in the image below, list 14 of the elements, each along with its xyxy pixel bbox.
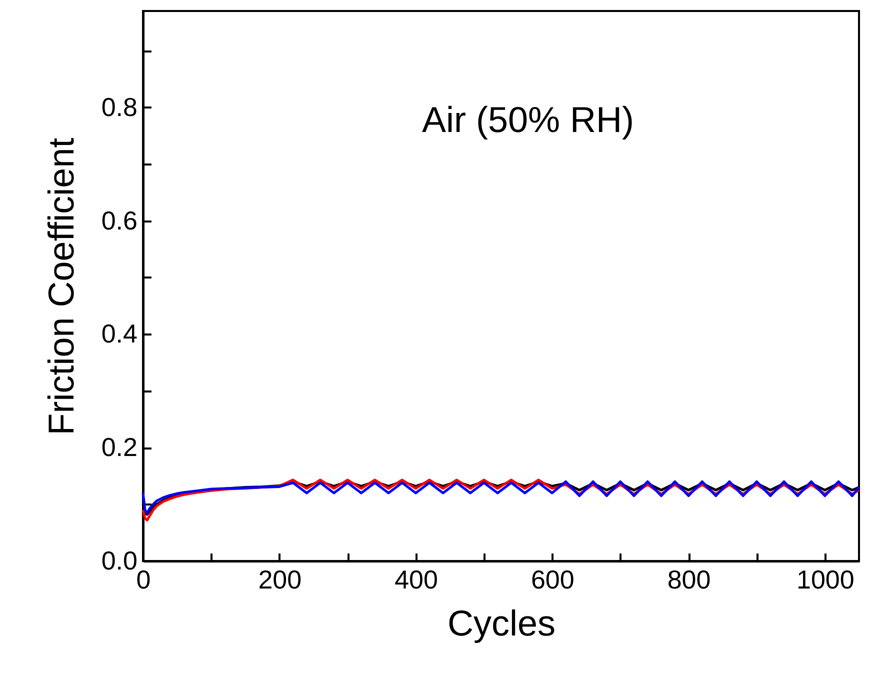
x-tick-label: 1000 (796, 564, 854, 594)
x-axis-title: Cycles (447, 602, 556, 644)
annotation: Air (50% RH) (422, 99, 634, 140)
y-tick-label: 0.4 (101, 318, 138, 349)
y-tick-label: 0.8 (101, 92, 138, 122)
x-tick-label: 400 (394, 564, 438, 594)
y-axis-title: Friction Coefficient (40, 138, 82, 436)
y-tick-label: 0.6 (101, 205, 138, 236)
x-tick-label: 200 (258, 564, 302, 594)
y-tick-label: 0.2 (101, 432, 138, 462)
y-tick-label: 0.0 (101, 546, 138, 576)
x-tick-label: 800 (667, 564, 711, 594)
x-tick-label: 600 (530, 564, 574, 594)
x-tick-label: 0 (136, 564, 151, 594)
